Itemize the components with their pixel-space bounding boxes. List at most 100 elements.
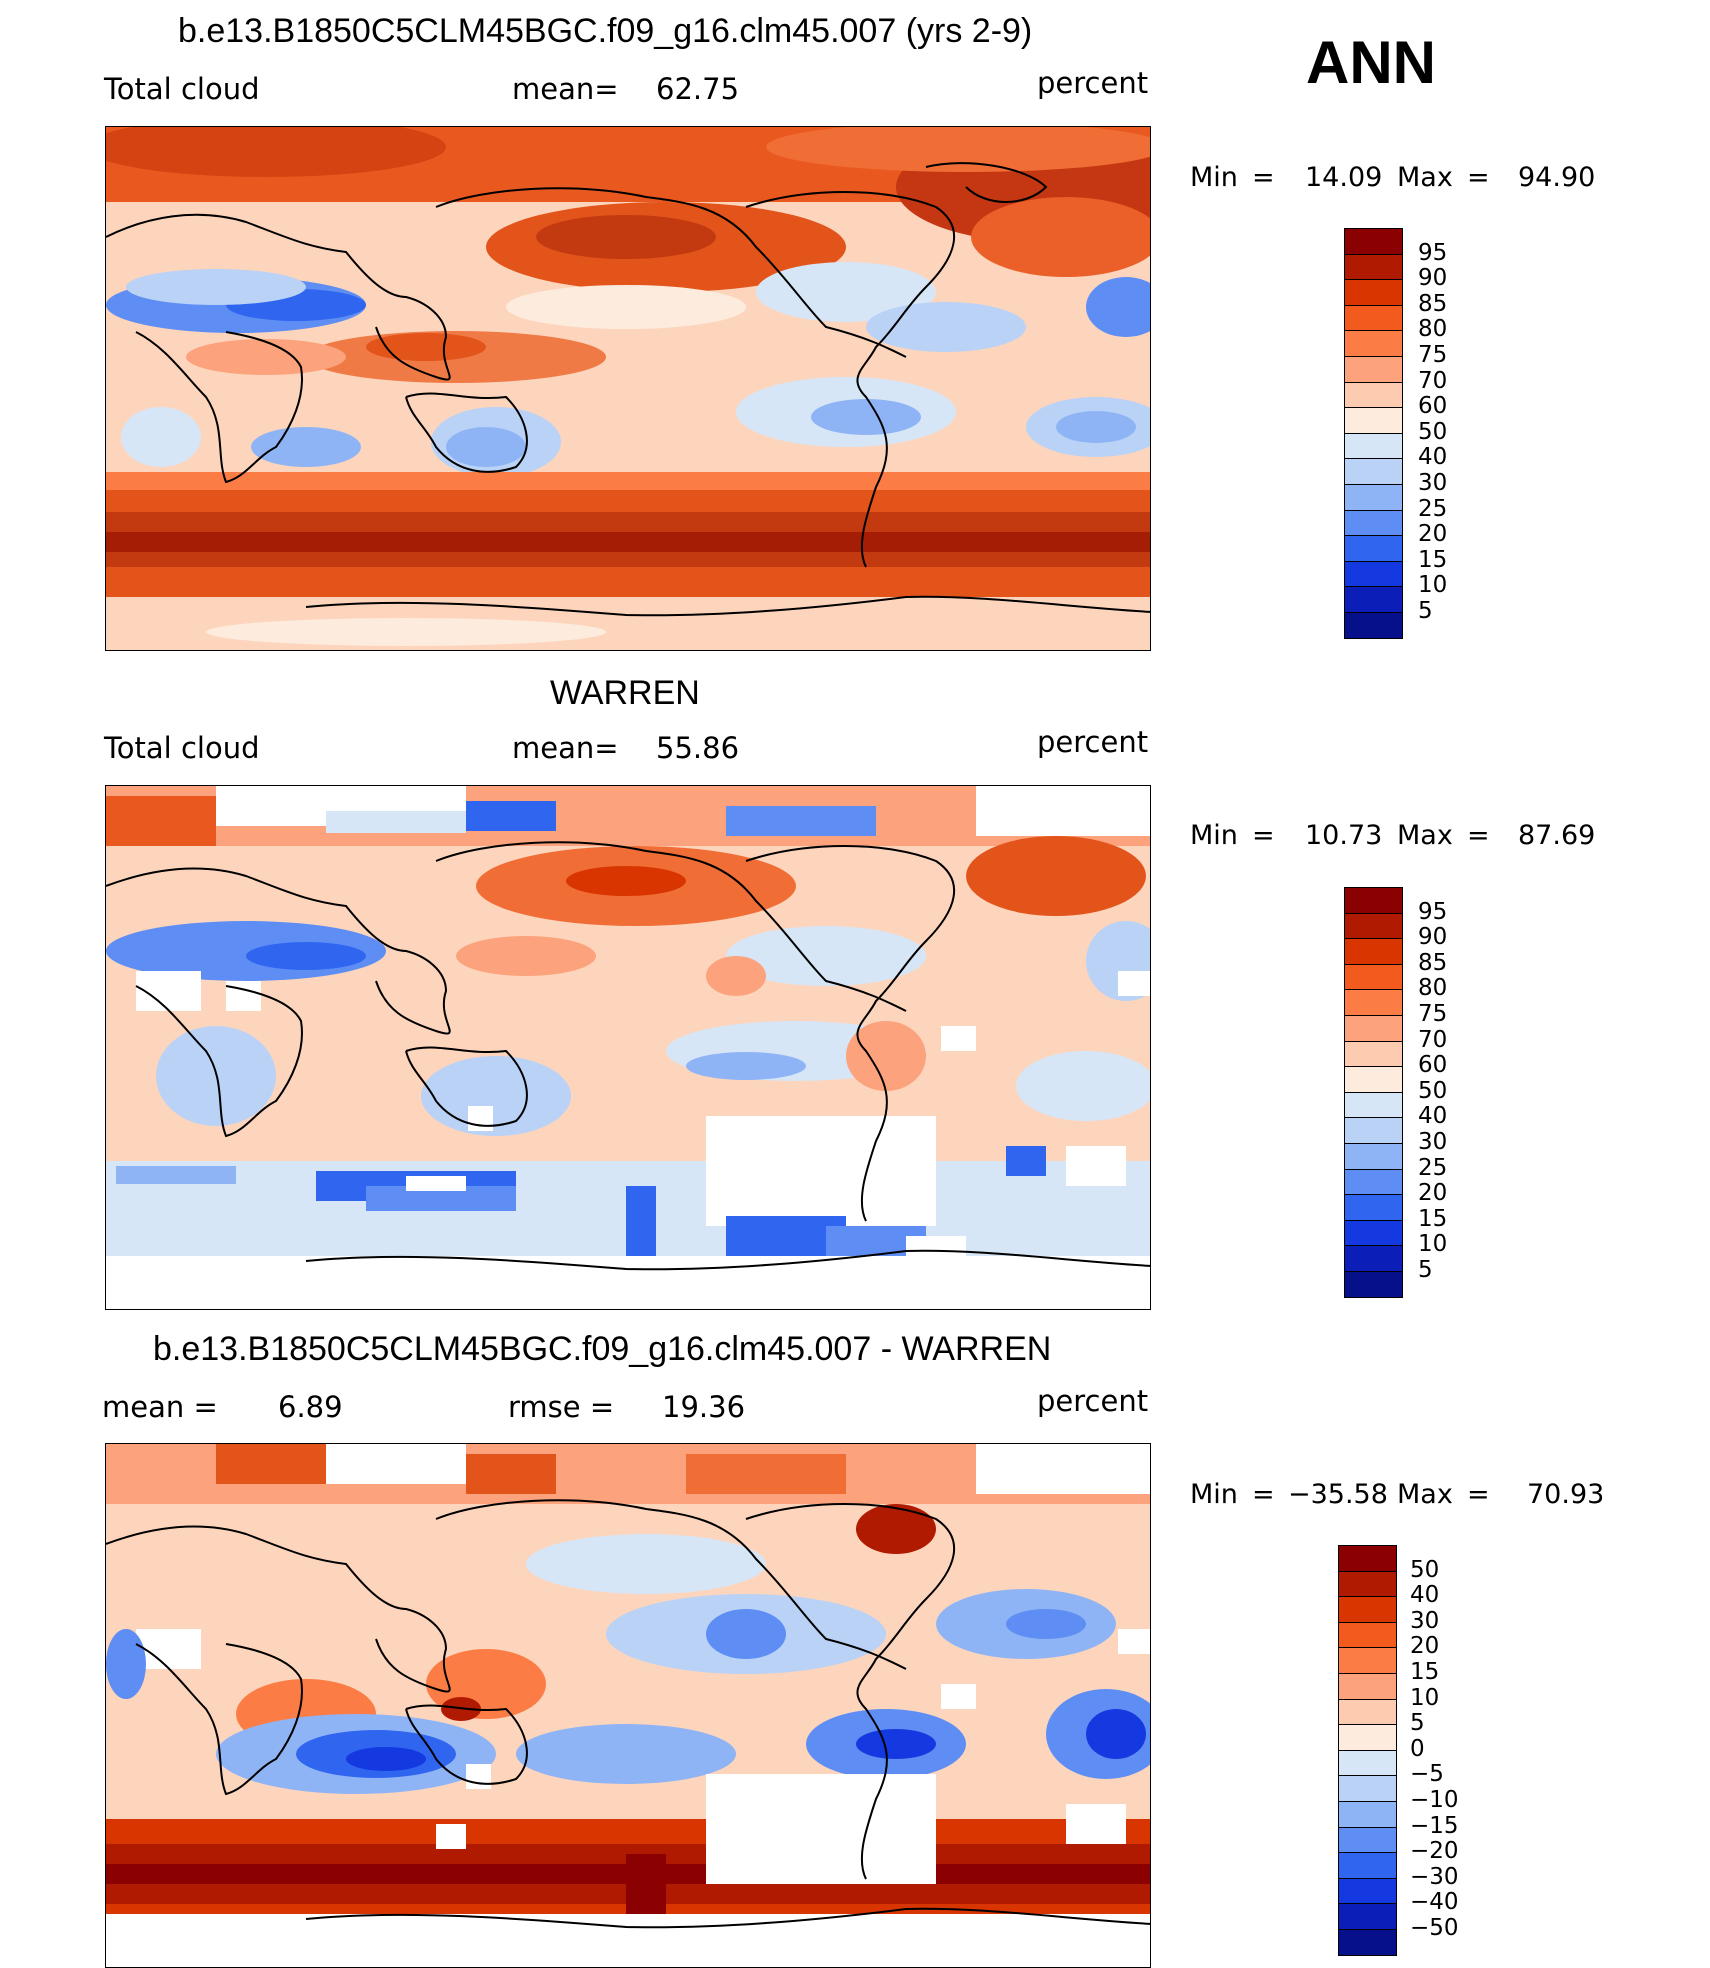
colorbar-swatch xyxy=(1344,509,1403,537)
colorbar-swatch xyxy=(1344,612,1403,639)
colorbar-swatch xyxy=(1338,1852,1397,1879)
panel2-max-value: 87.69 xyxy=(1518,820,1596,851)
season-label: ANN xyxy=(1306,29,1436,96)
colorbar-tick-label: 80 xyxy=(1418,316,1448,343)
colorbar-swatch xyxy=(1344,279,1403,306)
colorbar-swatch xyxy=(1344,1091,1403,1119)
colorbar-tick-label: 40 xyxy=(1418,444,1448,471)
panel2-max-label: Max xyxy=(1397,820,1453,851)
colorbar-tick-label: 20 xyxy=(1418,1180,1448,1207)
colorbar-tick-label: 50 xyxy=(1418,418,1448,445)
colorbar-tick-label: 30 xyxy=(1418,1129,1448,1155)
panel3-max-label: Max xyxy=(1397,1479,1453,1510)
colorbar-tick-label: −15 xyxy=(1410,1812,1459,1839)
colorbar-tick-label: 50 xyxy=(1410,1556,1440,1583)
panel2-mean-label: mean= xyxy=(512,731,619,765)
colorbar-swatch xyxy=(1338,1545,1397,1572)
panel3-units: percent xyxy=(1037,1384,1149,1418)
panel3-eq1: = xyxy=(1252,1479,1275,1510)
colorbar-tick-label: 30 xyxy=(1418,470,1448,496)
colorbar-tick-label: 5 xyxy=(1418,1257,1433,1283)
colorbar-tick-label: 70 xyxy=(1418,1026,1448,1053)
panel1-min-value: 14.09 xyxy=(1305,162,1383,193)
panel1-max-value: 94.90 xyxy=(1518,162,1596,193)
colorbar-tick-label: 90 xyxy=(1418,265,1448,292)
panel3-mean-label: mean = xyxy=(102,1390,218,1424)
colorbar-tick-label: −30 xyxy=(1410,1863,1459,1890)
colorbar-tick-label: −40 xyxy=(1410,1889,1459,1916)
colorbar-swatch xyxy=(1344,304,1403,332)
colorbar-tick-label: 25 xyxy=(1418,1154,1448,1181)
colorbar-tick-label: 60 xyxy=(1418,393,1448,420)
colorbar-tick-label: −20 xyxy=(1410,1838,1459,1865)
colorbar-tick-label: 20 xyxy=(1410,1633,1440,1660)
colorbar-tick-label: 20 xyxy=(1418,521,1448,548)
colorbar-tick-label: 85 xyxy=(1418,949,1448,976)
colorbar-swatch xyxy=(1338,1596,1397,1623)
panel2-eq1: = xyxy=(1252,820,1275,851)
colorbar-swatch xyxy=(1338,1749,1397,1777)
colorbar-swatch xyxy=(1338,1570,1397,1598)
colorbar-tick-label: 40 xyxy=(1410,1582,1440,1609)
colorbar-swatch xyxy=(1344,912,1403,940)
colorbar-tick-label: 0 xyxy=(1410,1735,1425,1762)
colorbar-swatch xyxy=(1338,1826,1397,1854)
colorbar-tick-label: 25 xyxy=(1418,495,1448,522)
colorbar-tick-label: 85 xyxy=(1418,290,1448,317)
colorbar-swatch xyxy=(1344,484,1403,511)
colorbar-swatch xyxy=(1344,1194,1403,1221)
colorbar-tick-label: 75 xyxy=(1418,342,1448,368)
colorbar-tick-label: 15 xyxy=(1418,1205,1448,1232)
colorbar-swatch xyxy=(1344,432,1403,460)
panel2-variable-label: Total cloud xyxy=(104,731,260,765)
colorbar-swatch xyxy=(1338,1724,1397,1751)
colorbar-swatch xyxy=(1344,330,1403,357)
colorbar-swatch xyxy=(1344,407,1403,434)
panel1-max-label: Max xyxy=(1397,162,1453,193)
panel1-min-label: Min xyxy=(1190,162,1238,193)
panel1-units: percent xyxy=(1037,66,1149,100)
colorbar-tick-label: 90 xyxy=(1418,924,1448,951)
panel2-units: percent xyxy=(1037,725,1149,759)
panel3-mean-value: 6.89 xyxy=(278,1390,343,1424)
panel3-rmse-value: 19.36 xyxy=(662,1390,746,1424)
colorbar-swatch xyxy=(1344,356,1403,383)
panel2-eq2: = xyxy=(1467,820,1490,851)
colorbar-swatch xyxy=(1344,381,1403,409)
colorbar-swatch xyxy=(1344,535,1403,562)
colorbar-tick-label: 5 xyxy=(1410,1710,1425,1737)
colorbar-swatch xyxy=(1338,1801,1397,1828)
panel1-mean-label: mean= xyxy=(512,72,619,106)
colorbar-swatch xyxy=(1344,228,1403,255)
panel1-map xyxy=(105,126,1151,651)
colorbar-swatch xyxy=(1344,1015,1403,1042)
panel3-min-value: −35.58 xyxy=(1288,1479,1388,1510)
colorbar-swatch xyxy=(1338,1877,1397,1905)
colorbar-swatch xyxy=(1344,1117,1403,1144)
colorbar-swatch xyxy=(1338,1929,1397,1956)
colorbar-swatch xyxy=(1344,938,1403,965)
colorbar-tick-label: 10 xyxy=(1418,1231,1448,1258)
colorbar-swatch xyxy=(1338,1698,1397,1726)
panel2-title: WARREN xyxy=(550,674,700,712)
colorbar-swatch xyxy=(1338,1621,1397,1649)
panel1-mean-value: 62.75 xyxy=(656,72,740,106)
panel1-eq1: = xyxy=(1252,162,1275,193)
colorbar-swatch xyxy=(1338,1903,1397,1930)
panel3-max-value: 70.93 xyxy=(1527,1479,1605,1510)
colorbar-swatch xyxy=(1344,560,1403,588)
colorbar-tick-label: 10 xyxy=(1410,1684,1440,1711)
colorbar-swatch xyxy=(1344,963,1403,991)
panel2-min-value: 10.73 xyxy=(1305,820,1383,851)
colorbar-tick-label: 15 xyxy=(1418,546,1448,573)
colorbar-tick-label: 95 xyxy=(1418,239,1448,266)
colorbar-tick-label: 95 xyxy=(1418,898,1448,925)
colorbar-swatch xyxy=(1344,1271,1403,1298)
colorbar-swatch xyxy=(1344,989,1403,1016)
colorbar-swatch xyxy=(1344,1040,1403,1068)
colorbar-swatch xyxy=(1344,586,1403,613)
colorbar-swatch xyxy=(1344,1245,1403,1272)
colorbar-tick-label: 75 xyxy=(1418,1001,1448,1027)
colorbar-swatch xyxy=(1344,1066,1403,1093)
colorbar-tick-label: −10 xyxy=(1410,1787,1459,1813)
